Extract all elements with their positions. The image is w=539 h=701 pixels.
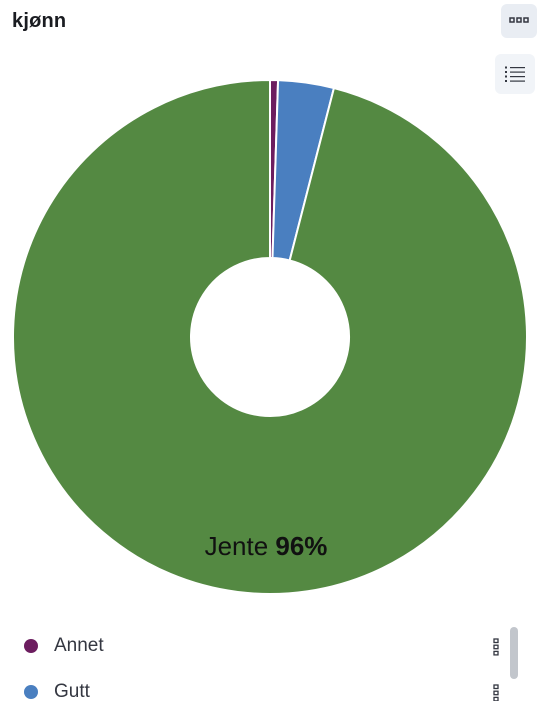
slice-label-category: Jente [205,531,276,561]
legend-item-actions-icon[interactable] [488,638,504,656]
donut-chart: Jente 96% [12,78,528,595]
legend-scrollbar[interactable] [510,627,518,679]
legend: Annet Gutt [0,622,539,701]
legend-item-gutt[interactable]: Gutt [24,677,504,701]
legend-dot-gutt [24,685,38,699]
legend-toggle-button[interactable] [495,54,535,94]
panel-options-button[interactable] [501,4,537,38]
slice-label-jente: Jente 96% [205,531,328,561]
panel-title: kjønn [12,10,67,32]
pie-slice-jente[interactable] [12,78,528,595]
legend-label-annet: Annet [54,635,104,656]
legend-label-gutt: Gutt [54,681,90,701]
slice-label-value: 96% [275,531,327,561]
legend-item-annet[interactable]: Annet [24,631,504,661]
list-icon [505,66,525,82]
legend-item-actions-icon[interactable] [488,684,504,701]
legend-dot-annet [24,639,38,653]
dots-grid-icon [509,17,529,23]
